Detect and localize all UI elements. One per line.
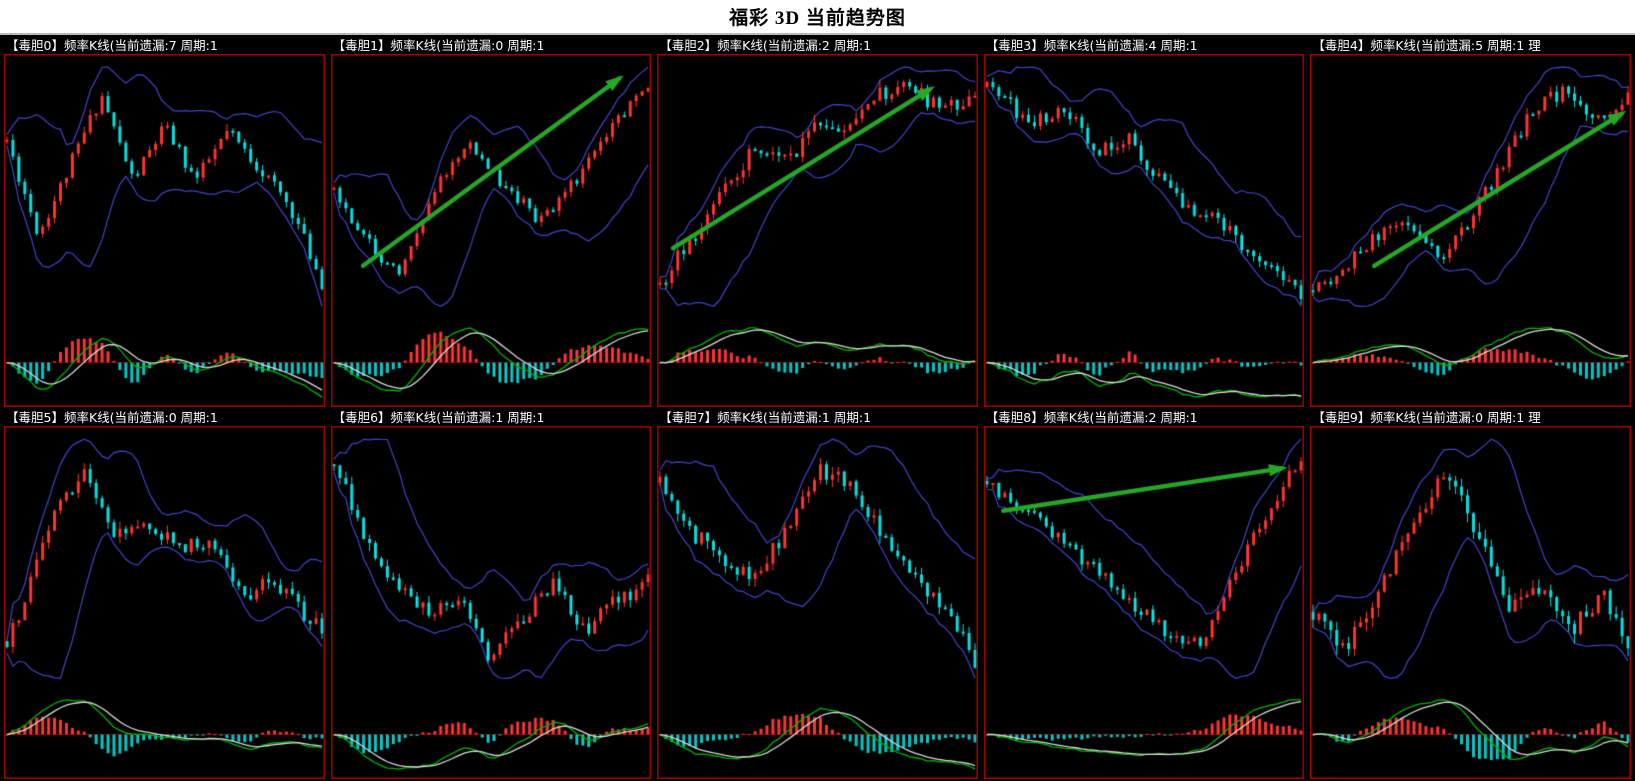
kline-panel: 【毒胆7】频率K线(当前遗漏:1 周期:1 bbox=[657, 409, 978, 779]
kline-chart-canvas bbox=[983, 54, 1305, 407]
kline-panel: 【毒胆1】频率K线(当前遗漏:0 周期:1 bbox=[330, 37, 652, 407]
kline-panel: 【毒胆6】频率K线(当前遗漏:1 周期:1 bbox=[330, 409, 652, 779]
kline-chart-canvas bbox=[4, 54, 325, 407]
panel-header: 【毒胆0】频率K线(当前遗漏:7 周期:1 bbox=[6, 38, 218, 53]
kline-chart-canvas bbox=[4, 426, 325, 779]
kline-chart-canvas bbox=[330, 54, 652, 407]
kline-chart-canvas bbox=[983, 426, 1305, 779]
kline-panel: 【毒胆9】频率K线(当前遗漏:0 周期:1 理 bbox=[1310, 409, 1631, 779]
panel-header: 【毒胆3】频率K线(当前遗漏:4 周期:1 bbox=[985, 38, 1198, 53]
panel-header: 【毒胆9】频率K线(当前遗漏:0 周期:1 理 bbox=[1312, 410, 1541, 425]
panel-header: 【毒胆5】频率K线(当前遗漏:0 周期:1 bbox=[6, 410, 218, 425]
panel-header: 【毒胆7】频率K线(当前遗漏:1 周期:1 bbox=[659, 410, 872, 425]
panel-header: 【毒胆2】频率K线(当前遗漏:2 周期:1 bbox=[659, 38, 872, 53]
panel-header: 【毒胆1】频率K线(当前遗漏:0 周期:1 bbox=[332, 38, 545, 53]
kline-chart-canvas bbox=[1310, 426, 1631, 779]
panel-header: 【毒胆8】频率K线(当前遗漏:2 周期:1 bbox=[985, 410, 1198, 425]
kline-panel: 【毒胆8】频率K线(当前遗漏:2 周期:1 bbox=[983, 409, 1305, 779]
kline-chart-canvas bbox=[657, 426, 978, 779]
kline-chart-canvas bbox=[657, 54, 978, 407]
kline-chart-canvas bbox=[330, 426, 652, 779]
kline-panel: 【毒胆3】频率K线(当前遗漏:4 周期:1 bbox=[983, 37, 1305, 407]
kline-chart-canvas bbox=[1310, 54, 1631, 407]
kline-panel: 【毒胆0】频率K线(当前遗漏:7 周期:1 bbox=[4, 37, 325, 407]
panel-header: 【毒胆6】频率K线(当前遗漏:1 周期:1 bbox=[332, 410, 545, 425]
kline-panel: 【毒胆5】频率K线(当前遗漏:0 周期:1 bbox=[4, 409, 325, 779]
kline-panel: 【毒胆4】频率K线(当前遗漏:5 周期:1 理 bbox=[1310, 37, 1631, 407]
kline-panel: 【毒胆2】频率K线(当前遗漏:2 周期:1 bbox=[657, 37, 978, 407]
charts-grid: 【毒胆0】频率K线(当前遗漏:7 周期:1 【毒胆1】频率K线(当前遗漏:0 周… bbox=[0, 35, 1635, 781]
page-title: 福彩 3D 当前趋势图 bbox=[729, 8, 906, 29]
panel-header: 【毒胆4】频率K线(当前遗漏:5 周期:1 理 bbox=[1312, 38, 1541, 53]
title-bar: 福彩 3D 当前趋势图 bbox=[0, 0, 1635, 35]
